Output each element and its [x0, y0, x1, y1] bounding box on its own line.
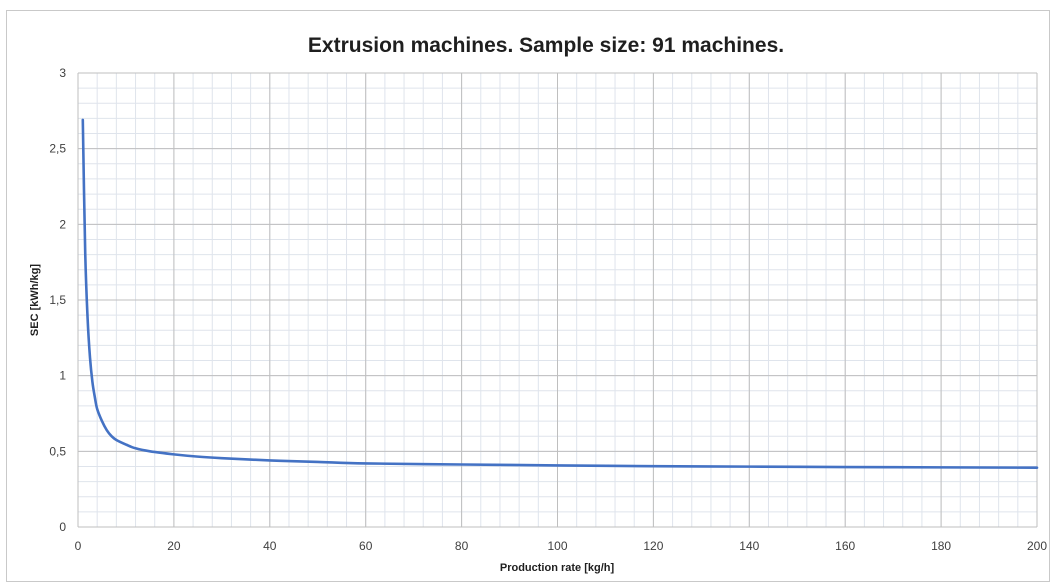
chart-frame — [6, 10, 1050, 582]
x-tick-label: 40 — [263, 539, 277, 553]
y-tick-label: 2 — [59, 217, 66, 231]
x-tick-label: 160 — [835, 539, 855, 553]
x-axis-label: Production rate [kg/h] — [500, 562, 615, 574]
major-grid — [77, 72, 1038, 528]
series-line — [81, 118, 1039, 469]
y-tick-label: 0 — [59, 520, 66, 534]
series-layer — [81, 118, 1039, 469]
x-tick-label: 120 — [643, 539, 663, 553]
y-tick-label: 2,5 — [49, 142, 66, 156]
y-tick-label: 0,5 — [49, 444, 66, 458]
y-tick-label: 1 — [59, 369, 66, 383]
y-tick-label: 3 — [59, 66, 66, 80]
x-tick-label: 80 — [455, 539, 469, 553]
y-tick-label: 1,5 — [49, 293, 66, 307]
y-axis-ticks: 0 0,5 1 1,5 2 2,5 3 — [49, 66, 66, 534]
x-tick-label: 140 — [739, 539, 759, 553]
x-tick-label: 100 — [547, 539, 567, 553]
x-tick-label: 0 — [75, 539, 82, 553]
x-axis-ticks: 0 20 40 60 80 100 120 140 160 180 200 — [75, 539, 1048, 553]
x-tick-label: 20 — [167, 539, 181, 553]
x-tick-label: 200 — [1027, 539, 1047, 553]
x-tick-label: 60 — [359, 539, 373, 553]
chart-title: Extrusion machines. Sample size: 91 mach… — [308, 34, 784, 57]
x-tick-label: 180 — [931, 539, 951, 553]
y-axis-label: SEC [kWh/kg] — [29, 264, 41, 336]
